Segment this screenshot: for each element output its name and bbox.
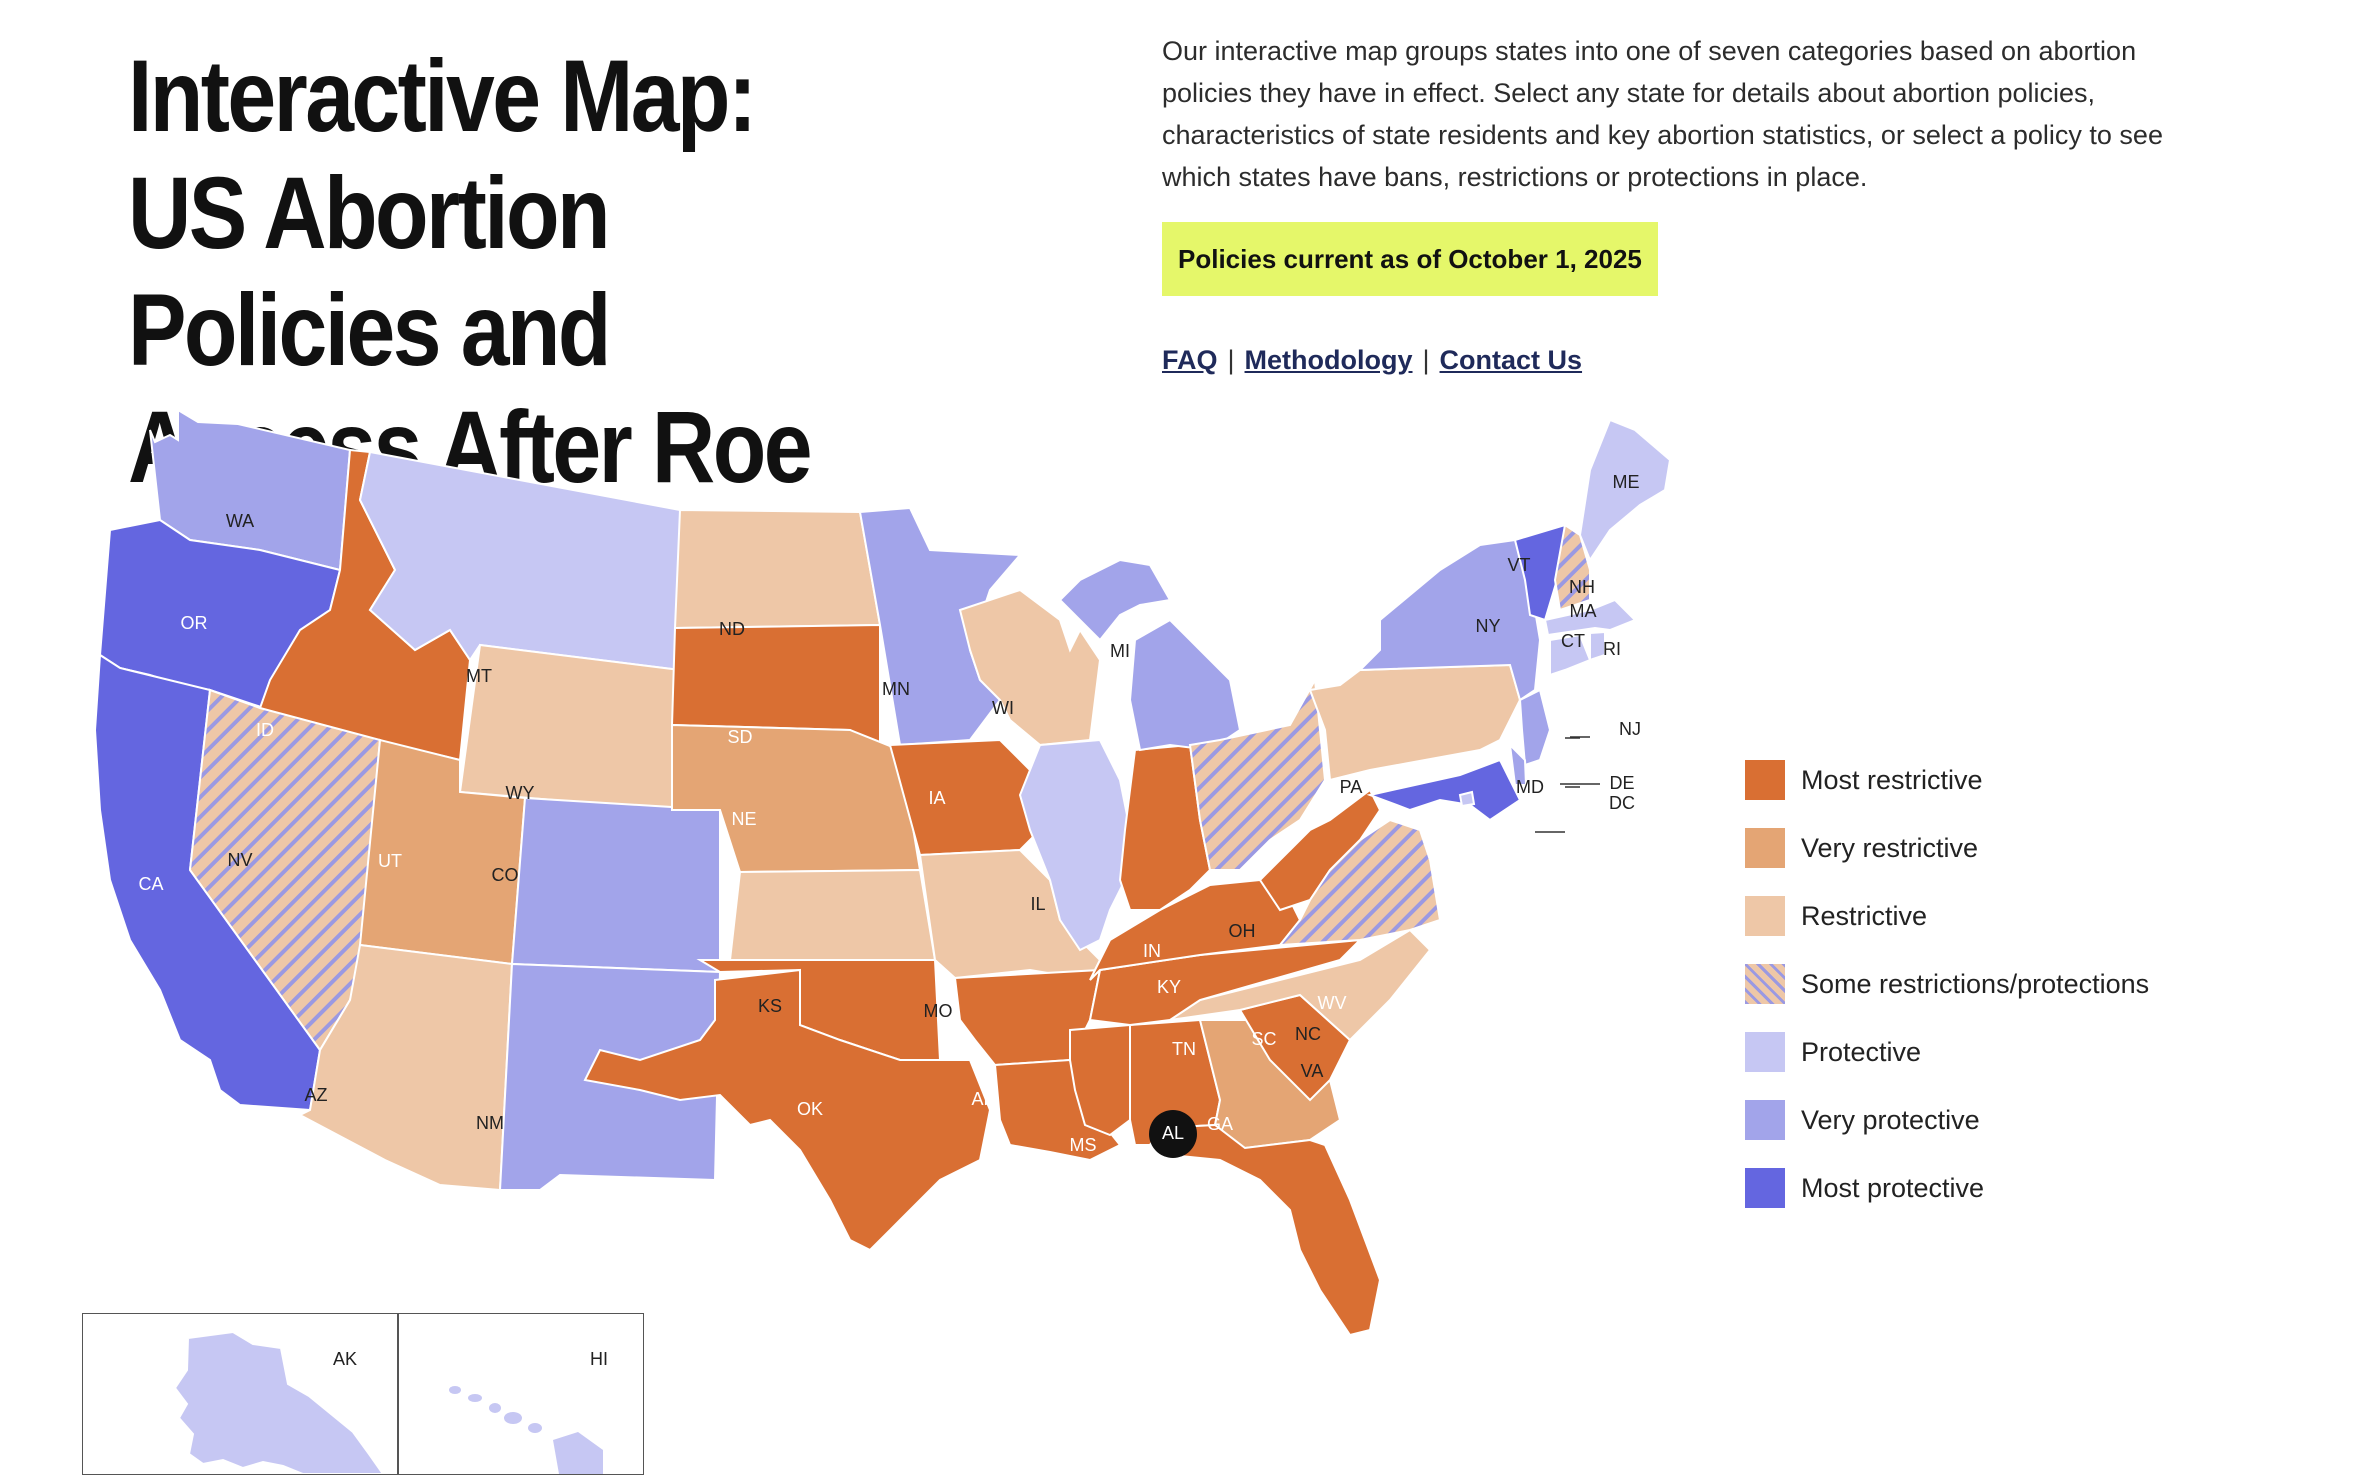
label-DE: DE xyxy=(1609,773,1634,793)
legend-swatch xyxy=(1745,1100,1785,1140)
label-TX: TX xyxy=(778,1289,801,1309)
legend-item-most-protective[interactable]: Most protective xyxy=(1745,1154,2149,1222)
legend-swatch xyxy=(1745,964,1785,1004)
legend-item-restrictive[interactable]: Restrictive xyxy=(1745,882,2149,950)
legend: Most restrictive Very restrictive Restrict… xyxy=(1745,746,2149,1222)
state-TX[interactable] xyxy=(583,968,992,1252)
state-MT[interactable] xyxy=(358,450,681,672)
state-shape-IL[interactable] xyxy=(1018,738,1132,952)
label-MI: MI xyxy=(1110,641,1130,661)
state-shape-CO[interactable] xyxy=(510,796,721,974)
inset-maps: AK HI xyxy=(82,1313,644,1475)
state-IL[interactable] xyxy=(1018,738,1132,952)
state-shape-OH[interactable] xyxy=(1188,676,1327,871)
state-shape-NJ[interactable] xyxy=(1518,688,1552,767)
inset-svg: AK HI xyxy=(173,1330,608,1474)
state-shape-DE[interactable] xyxy=(1508,742,1528,786)
legend-item-some-restrictions-protections[interactable]: Some restrictions/protections xyxy=(1745,950,2149,1018)
state-TN[interactable] xyxy=(1088,938,1363,1027)
legend-label: Restrictive xyxy=(1801,900,1928,931)
state-shape-TN[interactable] xyxy=(1088,938,1363,1027)
state-KS[interactable] xyxy=(728,868,937,961)
state-PA[interactable] xyxy=(1308,663,1522,782)
legend-label: Very restrictive xyxy=(1801,832,1979,863)
state-shape-WY[interactable] xyxy=(458,643,682,812)
intro-paragraph: Our interactive map groups states into o… xyxy=(1162,36,2163,192)
legend-item-most-restrictive[interactable]: Most restrictive xyxy=(1745,746,2149,814)
state-CT[interactable] xyxy=(1549,633,1592,677)
label-PA: PA xyxy=(1340,777,1363,797)
legend-swatch xyxy=(1745,896,1785,936)
state-shape-CT[interactable] xyxy=(1549,633,1592,677)
state-shape-MT[interactable] xyxy=(358,450,681,672)
state-shape-KS[interactable] xyxy=(728,868,937,961)
state-DC[interactable] xyxy=(1458,790,1476,808)
state-FL[interactable] xyxy=(1158,1123,1382,1337)
label-LA: LA xyxy=(978,1179,1000,1199)
label-NJ: NJ xyxy=(1619,719,1641,739)
us-map: WAORCAIDNVMTWYUTAZCONMNDSDNEKSOKTXMNIAMO… xyxy=(93,408,1672,1337)
legend-swatch xyxy=(1745,760,1785,800)
contact-link[interactable]: Contact Us xyxy=(1439,345,1583,375)
legend-item-very-protective[interactable]: Very protective xyxy=(1745,1086,2149,1154)
methodology-link[interactable]: Methodology xyxy=(1244,345,1413,375)
state-AK[interactable] xyxy=(173,1330,385,1474)
state-shape-ME[interactable] xyxy=(1578,418,1672,563)
state-ME[interactable] xyxy=(1578,418,1672,563)
legend-label: Most restrictive xyxy=(1801,764,1983,795)
state-shape-NC[interactable] xyxy=(1169,928,1432,1042)
state-shape-PA[interactable] xyxy=(1308,663,1522,782)
legend-item-very-restrictive[interactable]: Very restrictive xyxy=(1745,814,2149,882)
state-CO[interactable] xyxy=(510,796,721,974)
state-shape-TX[interactable] xyxy=(583,968,992,1252)
legend-label: Some restrictions/protections xyxy=(1801,968,2150,999)
legend-item-protective[interactable]: Protective xyxy=(1745,1018,2149,1086)
inset-divider xyxy=(397,1314,399,1474)
state-VA[interactable] xyxy=(1277,818,1442,947)
state-shape-RI[interactable] xyxy=(1589,630,1606,662)
state-NJ[interactable] xyxy=(1518,688,1552,767)
state-RI[interactable] xyxy=(1589,630,1606,662)
label-AK: AK xyxy=(333,1349,357,1369)
state-shape-DC[interactable] xyxy=(1458,790,1476,808)
info-links: FAQ | Methodology | Contact Us xyxy=(1162,345,1582,376)
faq-link[interactable]: FAQ xyxy=(1162,345,1218,375)
state-NC[interactable] xyxy=(1169,928,1432,1042)
state-MD[interactable] xyxy=(1366,758,1522,822)
legend-label: Most protective xyxy=(1801,1172,1985,1203)
state-shape-MA[interactable] xyxy=(1543,598,1637,637)
state-shape-FL[interactable] xyxy=(1158,1123,1382,1337)
label-FL: FL xyxy=(1243,1222,1264,1242)
legend-swatch xyxy=(1745,828,1785,868)
state-shape-MD[interactable] xyxy=(1366,758,1522,822)
state-WY[interactable] xyxy=(458,643,682,812)
state-shape-ND[interactable] xyxy=(673,508,882,630)
state-DE[interactable] xyxy=(1508,742,1528,786)
state-HI[interactable] xyxy=(449,1386,603,1474)
legend-swatch xyxy=(1745,1168,1785,1208)
label-DC: DC xyxy=(1609,793,1635,813)
selected-state-marker[interactable] xyxy=(1149,1110,1197,1158)
state-shape-VA[interactable] xyxy=(1277,818,1442,947)
state-OH[interactable] xyxy=(1188,676,1327,871)
state-MA[interactable] xyxy=(1543,598,1637,637)
policy-date-badge: Policies current as of October 1, 2025 xyxy=(1162,222,1658,296)
legend-label: Very protective xyxy=(1801,1104,1980,1135)
state-WV[interactable] xyxy=(1258,788,1382,912)
label-HI: HI xyxy=(590,1349,608,1369)
state-ND[interactable] xyxy=(673,508,882,630)
state-shape-WV[interactable] xyxy=(1258,788,1382,912)
legend-label: Protective xyxy=(1801,1036,1922,1067)
link-separator: | xyxy=(1227,345,1235,375)
link-separator: | xyxy=(1422,345,1430,375)
legend-swatch xyxy=(1745,1032,1785,1072)
